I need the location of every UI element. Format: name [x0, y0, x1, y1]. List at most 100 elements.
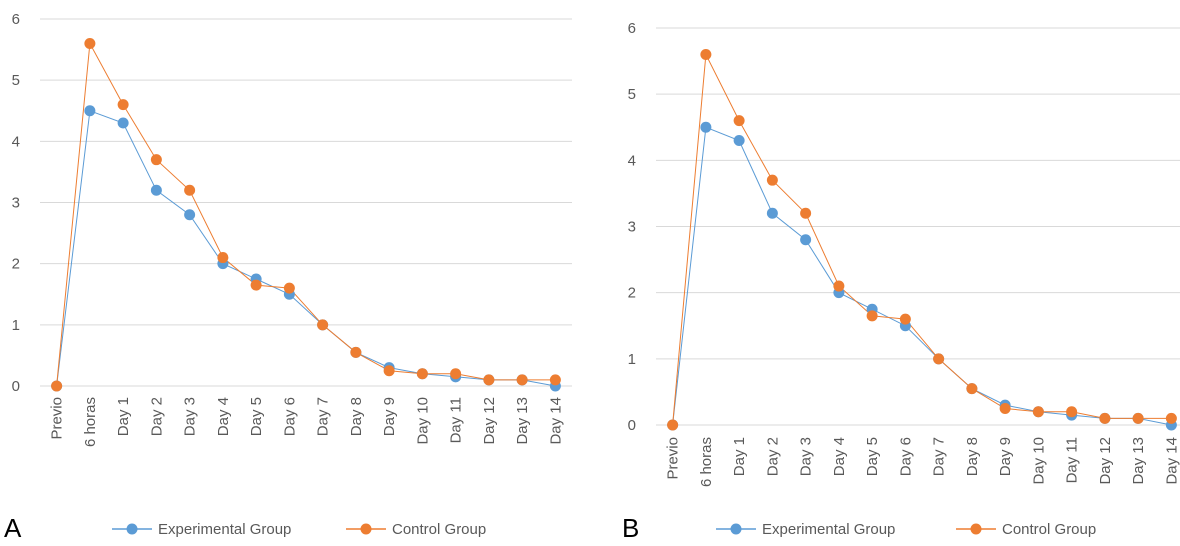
x-tick-label: Day 11 [448, 397, 465, 443]
x-tick-label: Day 9 [997, 437, 1014, 476]
data-point [999, 402, 1011, 414]
data-point [800, 207, 812, 219]
y-tick-label: 6 [12, 11, 20, 28]
data-point [117, 99, 129, 111]
legend-marker [730, 523, 742, 535]
x-tick-label: Day 5 [248, 397, 265, 436]
x-tick-label: Day 9 [381, 397, 398, 436]
data-point [800, 234, 812, 246]
data-point [766, 207, 778, 219]
data-point [317, 319, 329, 331]
x-tick-label: Day 1 [731, 437, 748, 476]
y-tick-label: 0 [12, 378, 20, 395]
chart-panel-a: 0 1 2 3 4 5 6 Previo 6 horas Day 1 Day 2 Day 3 Day 4… [4, 11, 572, 543]
x-tick-label: Day 11 [1064, 437, 1081, 483]
x-tick-label: Day 13 [514, 397, 531, 445]
x-tick-label: Day 4 [215, 397, 232, 436]
data-point [966, 383, 978, 395]
data-point [1032, 406, 1044, 418]
data-point [733, 115, 745, 127]
x-tick-label: Day 4 [831, 437, 848, 476]
data-point [84, 105, 96, 117]
x-tick-label: Day 14 [547, 397, 564, 445]
data-point [667, 419, 679, 431]
data-point [350, 346, 362, 358]
y-tick-label: 4 [12, 133, 20, 150]
legend-label: Control Group [392, 521, 486, 538]
y-tick-label: 4 [628, 152, 636, 169]
x-tick-label: Day 13 [1130, 437, 1147, 485]
data-point [516, 374, 528, 386]
data-point [217, 252, 229, 264]
y-tick-label: 3 [12, 195, 20, 212]
data-point [450, 368, 462, 380]
x-tick-label: Day 10 [1030, 437, 1047, 485]
x-tick-label: Day 5 [864, 437, 881, 476]
legend-label: Control Group [1002, 521, 1096, 538]
legend-marker [970, 523, 982, 535]
data-point [833, 280, 845, 292]
x-tick-label: Day 12 [1097, 437, 1114, 485]
x-tick-label: Day 10 [414, 397, 431, 445]
data-point [51, 380, 63, 392]
panel-label: A [4, 513, 22, 541]
data-point [700, 48, 712, 60]
x-tick-label: Previo [49, 397, 66, 440]
series-line [56, 110, 556, 387]
x-tick-label: Day 7 [315, 397, 332, 436]
data-point [150, 154, 162, 166]
data-point [899, 313, 911, 325]
chart-panel-b: 0 1 2 3 4 5 6 Previo 6 horas Day 1 Day 2 Day 3 Day 4… [622, 20, 1180, 543]
x-tick-label: Day 1 [115, 397, 132, 436]
data-point [549, 374, 561, 386]
x-tick-label: Day 6 [281, 397, 298, 436]
x-tick-label: Day 12 [481, 397, 498, 445]
y-tick-label: 5 [12, 72, 20, 89]
data-point [1099, 412, 1111, 424]
x-tick-label: Day 8 [964, 437, 981, 476]
x-tick-label: Day 8 [348, 397, 365, 436]
series-line [672, 126, 1172, 426]
data-point [283, 282, 295, 294]
panel-label: B [622, 513, 639, 541]
data-point [383, 365, 395, 377]
x-tick-label: Day 7 [931, 437, 948, 476]
x-tick-label: 6 horas [698, 437, 715, 487]
x-tick-label: Day 2 [148, 397, 165, 436]
data-point [117, 117, 129, 129]
data-point [1165, 412, 1177, 424]
data-point [866, 310, 878, 322]
legend-marker [360, 523, 372, 535]
data-point [733, 134, 745, 146]
data-point [150, 184, 162, 196]
y-tick-label: 6 [628, 20, 636, 37]
y-tick-label: 1 [628, 351, 636, 368]
data-point [933, 353, 945, 365]
data-point [184, 184, 196, 196]
legend-label: Experimental Group [762, 521, 895, 538]
x-tick-label: Day 6 [897, 437, 914, 476]
y-tick-label: 3 [628, 219, 636, 236]
data-point [184, 209, 196, 221]
x-tick-label: Day 3 [798, 437, 815, 476]
x-tick-label: Day 3 [182, 397, 199, 436]
data-point [84, 37, 96, 49]
y-tick-label: 1 [12, 317, 20, 334]
y-tick-label: 0 [628, 417, 636, 434]
y-tick-label: 5 [628, 86, 636, 103]
series-line [56, 41, 556, 387]
legend-marker [126, 523, 138, 535]
x-tick-label: Previo [665, 437, 682, 480]
data-point [250, 279, 262, 291]
series-line [672, 52, 1172, 426]
x-tick-label: 6 horas [82, 397, 99, 447]
data-point [766, 174, 778, 186]
y-tick-label: 2 [628, 285, 636, 302]
data-point [1132, 412, 1144, 424]
data-point [1066, 406, 1078, 418]
data-point [700, 121, 712, 133]
y-tick-label: 2 [12, 256, 20, 273]
data-point [416, 368, 428, 380]
x-tick-label: Day 2 [764, 437, 781, 476]
